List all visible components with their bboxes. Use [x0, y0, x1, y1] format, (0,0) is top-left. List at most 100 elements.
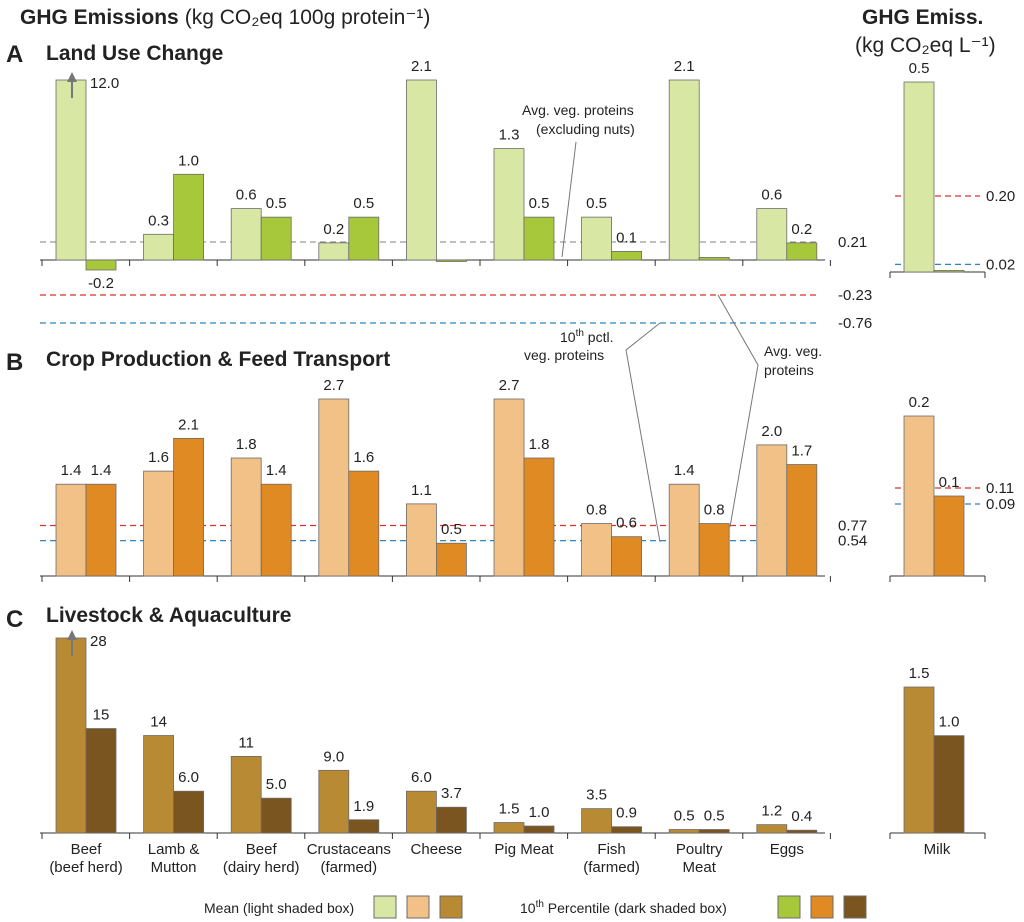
- panel-b-bar-p10-0: [85, 483, 117, 577]
- panel-c-bar-mean-1: [143, 735, 175, 834]
- panel-b-label-mean-1: 1.6: [148, 449, 169, 466]
- annotation-pctl-line1: 10th pctl.: [560, 328, 614, 345]
- panel-b-label-mean-6: 0.8: [586, 502, 607, 519]
- panel-a-bar-mean-2: [230, 208, 262, 261]
- panel-a-label-mean-4: 2.1: [411, 58, 432, 75]
- panel-c-bar-p10-3: [348, 819, 380, 834]
- panel-a-bar-p10-7: [698, 257, 730, 261]
- panel-a-label-mean-3: 0.2: [323, 221, 344, 238]
- panel-b-bar-mean-8: [756, 444, 788, 577]
- panel-b-title: Crop Production & Feed Transport: [46, 348, 390, 371]
- panel-c-label-p10-6: 0.9: [616, 805, 637, 822]
- legend-p10-swatch-a: [777, 895, 801, 919]
- panel-c-label-mean-4: 6.0: [411, 769, 432, 786]
- panel-b-label-mean-5: 2.7: [499, 377, 520, 394]
- category-label-1-line2: Mutton: [151, 859, 197, 876]
- panel-c-milk-bar-p10: [933, 735, 965, 834]
- panel-b-bar-mean-3: [318, 398, 350, 577]
- panel-c-bar-p10-4: [435, 806, 467, 834]
- panel-b-bar-p10-5: [523, 457, 555, 577]
- panel-a-label-p10-0: -0.2: [88, 275, 114, 292]
- panel-b-label-p10-7: 0.8: [704, 502, 725, 519]
- panel-a-bar-p10-6: [611, 251, 642, 261]
- panel-c-label-p10-5: 1.0: [529, 804, 550, 821]
- panel-b-bar-p10-2: [260, 483, 292, 577]
- panel-c-bar-mean-2: [230, 755, 262, 834]
- panel-b-milk-bar-mean: [903, 415, 935, 577]
- panel-b-label-p10-4: 0.5: [441, 521, 462, 538]
- panel-b-label-mean-7: 1.4: [674, 462, 695, 479]
- panel-a-bar-p10-2: [260, 216, 292, 261]
- panel-b-bar-p10-7: [698, 523, 730, 577]
- panel-b-bar-mean-5: [493, 398, 525, 577]
- panel-c-label-mean-2: 11: [238, 734, 254, 751]
- category-label-2-line2: (dairy herd): [223, 859, 300, 876]
- panel-c-bar-p10-5: [523, 825, 555, 834]
- legend-mean-swatch-a: [373, 895, 397, 919]
- legend-mean-label: Mean (light shaded box): [204, 900, 354, 916]
- category-label-7-line1: Poultry: [676, 841, 723, 858]
- panel-c-bar-mean-8: [756, 824, 788, 834]
- panel-a-bar-mean-1: [143, 233, 175, 261]
- panel-a-label-mean-2: 0.6: [236, 187, 257, 204]
- panel-b-label-p10-6: 0.6: [616, 515, 637, 532]
- panel-c-label-p10-2: 5.0: [266, 776, 287, 793]
- annotation-avg-veg-line2: proteins: [764, 362, 814, 378]
- panel-c-milk-label-p10: 1.0: [939, 714, 960, 731]
- panel-a-label-mean-5: 1.3: [499, 127, 520, 144]
- panel-a-bar-p10-5: [523, 216, 555, 261]
- panel-a-label-p10-6: 0.1: [616, 229, 637, 246]
- panel-a-bar-mean-0: [55, 79, 87, 261]
- panel-a-label-mean-1: 0.3: [148, 212, 169, 229]
- panel-a-title: Land Use Change: [46, 42, 223, 65]
- panel-c-label-p10-7: 0.5: [704, 808, 725, 825]
- panel-a-label-mean-8: 0.6: [761, 187, 782, 204]
- panel-a-milk-ref-label-0: 0.20: [986, 188, 1015, 205]
- category-label-0-line1: Beef: [71, 841, 103, 858]
- panel-b-letter: B: [6, 349, 23, 376]
- panel-b-bar-p10-6: [611, 536, 642, 577]
- legend-mean-swatch-c: [439, 895, 463, 919]
- panel-b-bar-p10-4: [435, 542, 467, 577]
- panel-b-label-p10-2: 1.4: [266, 462, 287, 479]
- panel-b-label-p10-3: 1.6: [353, 449, 374, 466]
- category-label-milk: Milk: [924, 841, 951, 858]
- panel-b-label-p10-5: 1.8: [529, 436, 550, 453]
- milk-header-unit: (kg CO₂eq L⁻¹): [855, 34, 996, 57]
- panel-c-label-p10-4: 3.7: [441, 785, 462, 802]
- panel-c-label-mean-8: 1.2: [761, 803, 782, 820]
- panel-c-label-p10-1: 6.0: [178, 769, 199, 786]
- panel-c-label-mean-5: 1.5: [499, 801, 520, 818]
- panel-b-bar-mean-7: [668, 483, 700, 577]
- category-label-6-line1: Fish: [597, 841, 625, 858]
- panel-b-label-mean-4: 1.1: [411, 482, 432, 499]
- panel-a-label-p10-3: 0.5: [353, 195, 374, 212]
- panel-b-milk-label-p10: 0.1: [939, 474, 960, 491]
- panel-b-milk-label-mean: 0.2: [909, 394, 930, 411]
- annotation-avg-veg-line1: Avg. veg.: [764, 343, 822, 359]
- category-label-5-line1: Pig Meat: [494, 841, 554, 858]
- panel-c-label-p10-8: 0.4: [791, 808, 812, 825]
- panel-b-milk-ref-label-0: 0.11: [986, 480, 1014, 497]
- panel-a-label-mean-0: 12.0: [90, 75, 119, 92]
- annotation-pctl-line2: veg. proteins: [524, 347, 604, 363]
- panel-c-label-mean-0: 28: [90, 633, 107, 650]
- panel-a-letter: A: [6, 41, 23, 68]
- panel-c-label-p10-3: 1.9: [353, 798, 374, 815]
- panel-c-clip-arrow-head-0: [67, 630, 77, 640]
- panel-c-milk-bar-mean: [903, 686, 935, 834]
- panel-a-clip-arrow-head-0: [67, 72, 77, 82]
- panel-c-label-p10-0: 15: [93, 707, 110, 724]
- category-label-7-line2: Meat: [683, 859, 717, 876]
- panel-b-label-mean-0: 1.4: [61, 462, 82, 479]
- panel-a-ref-label-2: -0.76: [838, 315, 872, 332]
- panel-a-bar-p10-8: [786, 242, 818, 261]
- category-label-0-line2: (beef herd): [49, 859, 122, 876]
- panel-a-bar-mean-5: [493, 148, 525, 261]
- category-label-1-line1: Lamb &: [148, 841, 200, 858]
- panel-b-label-p10-8: 1.7: [791, 443, 812, 460]
- panel-c-label-mean-3: 9.0: [323, 748, 344, 765]
- panel-c-bar-mean-5: [493, 822, 525, 834]
- panel-b-bar-mean-0: [55, 483, 87, 577]
- annotation-avg-excl-nuts-line2: (excluding nuts): [536, 121, 635, 137]
